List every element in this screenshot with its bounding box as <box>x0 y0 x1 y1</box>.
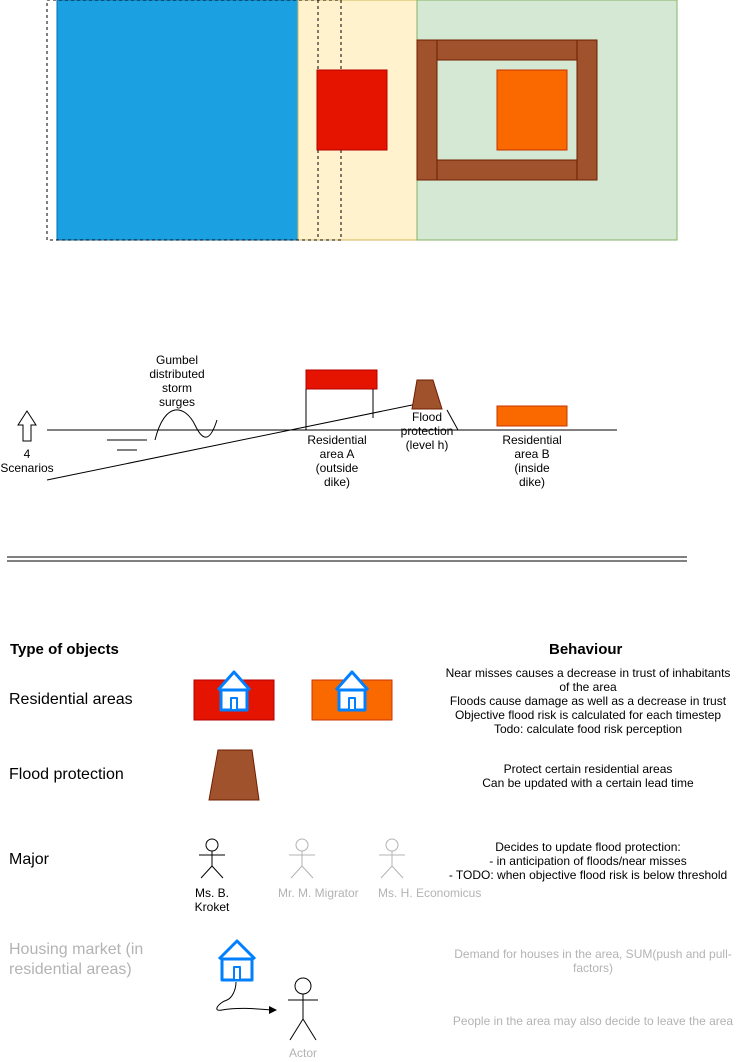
actor-icon <box>288 977 318 1041</box>
behaviour-header: Behaviour <box>549 641 623 658</box>
sea-zone <box>56 0 299 241</box>
scenario-arrow-icon <box>17 410 37 442</box>
residential-area-a-block <box>316 69 388 151</box>
actor-name-economicus: Ms. H. Economicus <box>378 886 482 900</box>
behaviour-major: Decides to update flood protection: - in… <box>448 840 728 882</box>
area-a-house-roof <box>305 369 378 390</box>
residential-area-b-block <box>496 69 568 151</box>
residential-area-b-label: Residential area B (inside dike) <box>502 433 562 489</box>
actor-name-migrator: Mr. M. Migrator <box>278 886 359 900</box>
flood-protection-dike <box>411 379 443 410</box>
housing-flow-arrow <box>216 981 273 1011</box>
storm-surge-label: Gumbel distributed storm surges <box>149 353 205 409</box>
flood-protection-label: Flood protection (level h) <box>400 410 454 452</box>
behaviour-residential-areas: Near misses causes a decrease in trust o… <box>445 666 731 736</box>
actor-icon <box>289 838 315 879</box>
inland-drop-line <box>446 409 459 431</box>
row-label-housing-market: Housing market (in residential areas) <box>9 941 144 978</box>
row-label-residential-areas: Residential areas <box>9 691 133 708</box>
flood-protection-swatch <box>208 749 260 801</box>
actor-name-kroket: Ms. B. Kroket <box>194 886 230 914</box>
actor-icon <box>379 838 405 879</box>
area-b-block <box>496 405 568 427</box>
house-icon <box>217 939 257 982</box>
storm-surge-wave <box>154 409 218 441</box>
house-icon <box>216 670 252 712</box>
residential-area-a-label: Residential area A (outside dike) <box>307 433 367 489</box>
actor-icon <box>199 838 225 879</box>
behaviour-housing-market-leave: People in the area may also decide to le… <box>452 1014 734 1028</box>
arrow-head-icon <box>269 1006 277 1014</box>
scenarios-label: 4 Scenarios <box>0 447 54 475</box>
house-icon <box>334 670 370 712</box>
row-label-flood-protection: Flood protection <box>9 766 124 783</box>
actor-label: Actor <box>288 1046 317 1060</box>
behaviour-flood-protection: Protect certain residential areas Can be… <box>482 762 694 790</box>
row-label-major: Major <box>9 851 50 868</box>
behaviour-housing-market: Demand for houses in the area, SUM(push … <box>454 947 732 975</box>
type-of-objects-header: Type of objects <box>10 641 119 658</box>
coast-slope-line <box>46 403 418 481</box>
dike-ring <box>416 39 598 181</box>
